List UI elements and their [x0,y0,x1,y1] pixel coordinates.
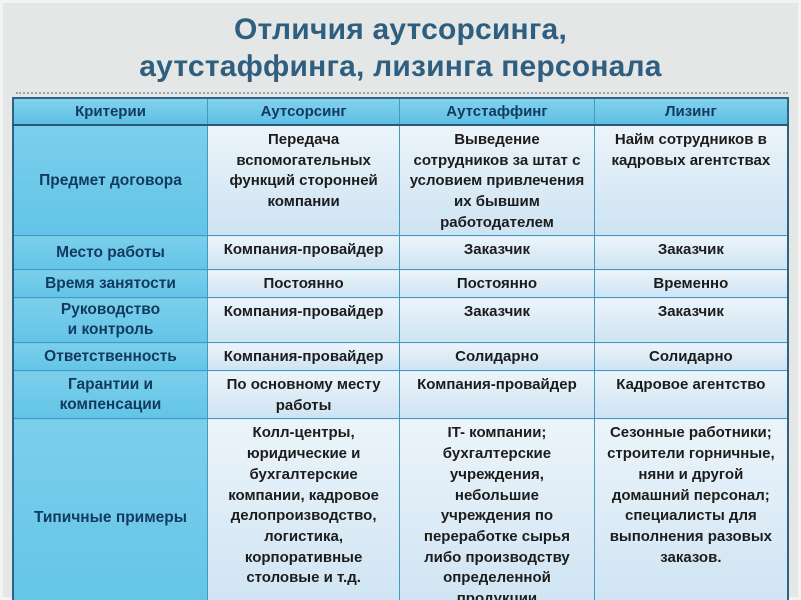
value-cell-outsourcing: Компания-провайдер [207,235,401,271]
table-row: Предмет договора Передача вспомогательных… [12,124,789,237]
criterion-cell: Типичные примеры [12,418,209,600]
value-cell-outstaffing: Постоянно [399,269,595,299]
criterion-cell: Руководство и контроль [12,297,209,344]
value-cell-leasing: Солидарно [593,342,789,372]
value-cell-outstaffing: IT- компании; бухгалтерские учреждения, … [399,418,595,600]
criterion-cell: Ответственность [12,342,209,372]
table-row: Руководство и контроль Компания-провайдер… [12,297,789,344]
criterion-cell: Место работы [12,235,209,271]
value-cell-outsourcing: Постоянно [207,269,401,299]
criterion-cell: Время занятости [12,269,209,299]
column-header-outstaffing: Аутстаффинг [399,97,595,126]
header-row: Критерии Аутсорсинг Аутстаффинг Лизинг [12,97,789,126]
table-row: Типичные примеры Колл-центры, юридические… [12,418,789,600]
value-cell-leasing: Заказчик [593,235,789,271]
column-header-outsourcing: Аутсорсинг [207,97,401,126]
title-divider [16,92,788,94]
value-cell-leasing: Кадровое агентство [593,370,789,420]
table-header: Критерии Аутсорсинг Аутстаффинг Лизинг [12,97,789,126]
page-title: Отличия аутсорсинга, аутстаффинга, лизин… [0,12,801,85]
criterion-cell: Гарантии и компенсации [12,370,209,420]
value-cell-leasing: Найм сотрудников в кадровых агентствах [593,124,789,237]
column-header-criteria: Критерии [12,97,209,126]
page-title-line1: Отличия аутсорсинга, [234,13,567,46]
comparison-table: Критерии Аутсорсинг Аутстаффинг Лизинг П… [12,97,789,600]
value-cell-outsourcing: Передача вспомогательных функций сторонн… [207,124,401,237]
value-cell-leasing: Заказчик [593,297,789,344]
table-row: Гарантии и компенсации По основному месту… [12,370,789,420]
value-cell-outstaffing: Заказчик [399,235,595,271]
table-body: Предмет договора Передача вспомогательных… [12,124,789,600]
value-cell-outstaffing: Выведение сотрудников за штат с условием… [399,124,595,237]
table-row: Время занятости Постоянно Постоянно Временн… [12,269,789,299]
value-cell-outstaffing: Заказчик [399,297,595,344]
column-header-leasing: Лизинг [593,97,789,126]
page-title-line2: аутстаффинга, лизинга персонала [139,49,662,83]
value-cell-outsourcing: Колл-центры, юридические и бухгалтерские… [207,418,401,600]
value-cell-outstaffing: Солидарно [399,342,595,372]
value-cell-leasing: Сезонные работники; строители горничные,… [593,418,789,600]
value-cell-leasing: Временно [593,269,789,299]
value-cell-outsourcing: По основному месту работы [207,370,401,420]
value-cell-outstaffing: Компания-провайдер [399,370,595,420]
value-cell-outsourcing: Компания-провайдер [207,342,401,372]
value-cell-outsourcing: Компания-провайдер [207,297,401,344]
criterion-cell: Предмет договора [12,124,209,237]
table-row: Ответственность Компания-провайдер Солидар… [12,342,789,372]
table-row: Место работы Компания-провайдер Заказчик За… [12,235,789,271]
